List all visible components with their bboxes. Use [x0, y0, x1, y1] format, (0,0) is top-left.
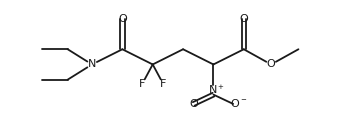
Text: N: N	[209, 85, 218, 95]
Text: +: +	[217, 84, 223, 90]
Text: O: O	[189, 99, 198, 109]
Text: O: O	[230, 99, 239, 109]
Text: O: O	[118, 14, 127, 24]
Text: N: N	[88, 59, 96, 69]
Text: O: O	[267, 59, 275, 69]
Text: O: O	[239, 14, 248, 24]
Text: −: −	[240, 97, 246, 103]
Text: F: F	[160, 79, 166, 89]
Text: F: F	[139, 79, 145, 89]
